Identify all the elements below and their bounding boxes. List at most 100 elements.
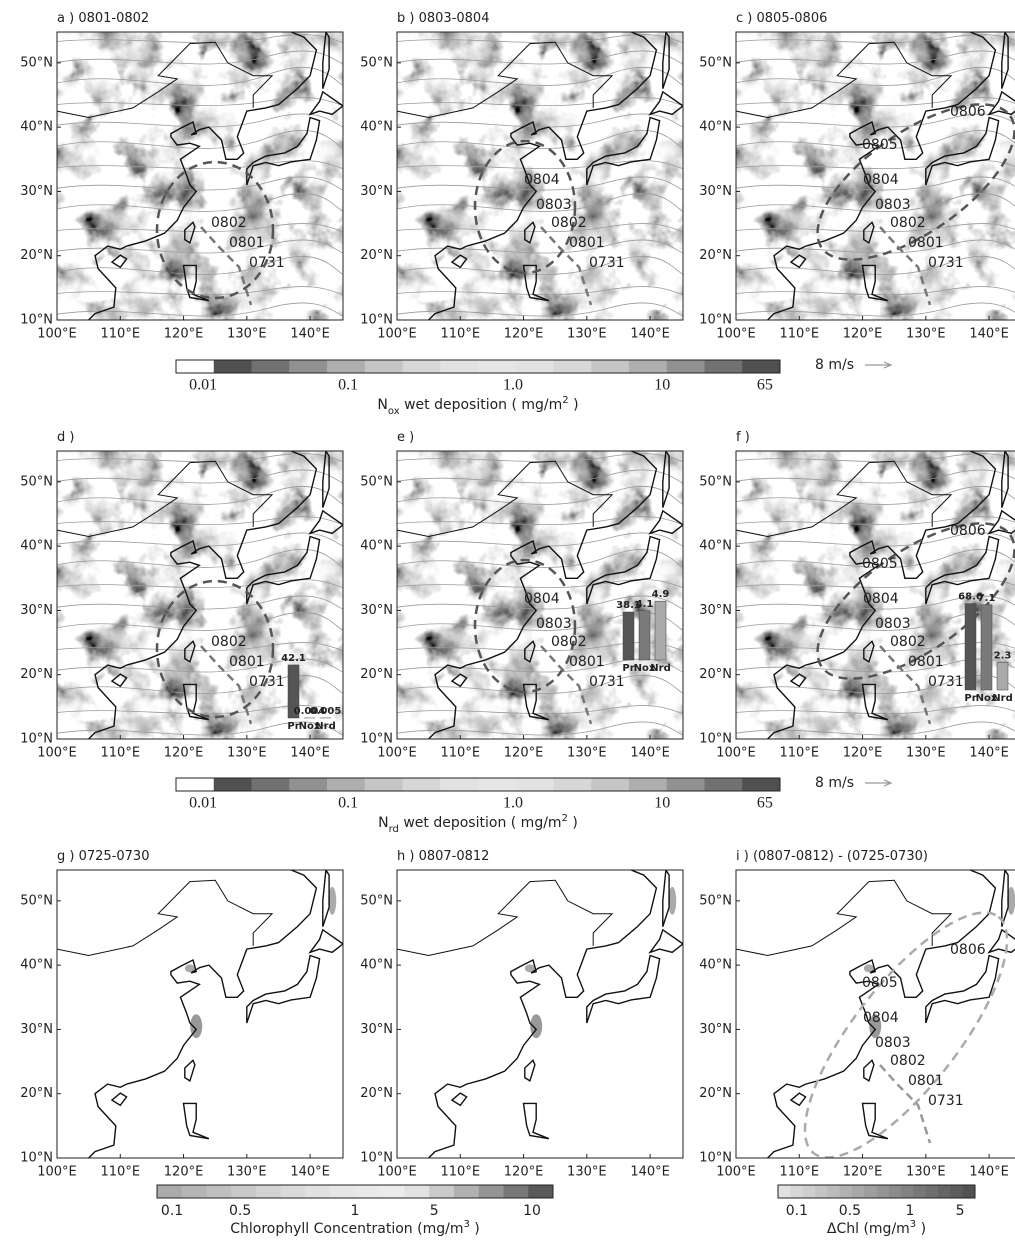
x-tick-label: 110°E (780, 327, 820, 342)
colorbar-step (364, 778, 403, 791)
panel-label: c ) (736, 11, 752, 26)
colorbar: 0.1 0.5 1 5 ΔChl (mg/m3 ) (777, 1184, 976, 1238)
x-tick-label: 100°E (377, 746, 417, 761)
colorbar-tick-label: 1 (906, 1203, 915, 1219)
impact-region (473, 139, 577, 275)
map-frame (56, 869, 344, 1159)
inset-category-label: Pr (287, 721, 299, 732)
panel-heading: c ) 0805-0806 (736, 11, 827, 26)
streamline (736, 642, 1015, 652)
track-date: 0802 (890, 634, 926, 650)
map-frame (56, 31, 344, 321)
y-tick-label: 10°N (699, 313, 732, 328)
x-tick-label: 110°E (780, 1165, 820, 1180)
map-body (57, 451, 343, 739)
colorbar-tick-label: 1 (351, 1203, 360, 1219)
streamline (397, 658, 683, 673)
x-tick-label: 130°E (227, 327, 267, 342)
coastline (767, 32, 1015, 320)
coastline (428, 870, 683, 1158)
y-tick-label: 30°N (699, 603, 732, 618)
colorbar-step (864, 1185, 877, 1198)
inset-bar (996, 662, 1009, 691)
streamline (397, 223, 683, 233)
map-frame (396, 31, 684, 321)
map-panel: 100°E 110°E 120°E 130°E 140°E 50°N 40°N 30°N 20°… (699, 849, 1015, 1180)
colorbar-step (478, 360, 517, 373)
border (397, 879, 614, 957)
wind-arrow-head (883, 779, 893, 787)
track-line (200, 645, 253, 725)
colorbar-tick-label: 65 (757, 795, 773, 812)
colorbar-step (289, 360, 328, 373)
colorbar: 0.01 0.1 1.0 10 65 Nrd wet deposition ( mg/m2… (175, 777, 781, 835)
x-tick-label: 100°E (37, 327, 77, 342)
y-tick-label: 50°N (360, 474, 393, 489)
colorbar-tick-label: 1.0 (503, 377, 523, 394)
colorbar-step (251, 778, 290, 791)
impact-region (155, 160, 275, 300)
x-tick-label: 140°E (969, 327, 1009, 342)
streamline (397, 255, 683, 275)
streamline (57, 485, 343, 505)
y-tick-label: 40°N (699, 120, 732, 135)
colorbar-title: ΔChl (mg/m3 ) (827, 1219, 926, 1238)
y-tick-label: 10°N (360, 313, 393, 328)
y-tick-label: 40°N (360, 539, 393, 554)
streamline (736, 548, 1015, 568)
colorbar-step (440, 360, 479, 373)
x-tick-label: 130°E (227, 1165, 267, 1180)
inset-category-label: Pr (622, 663, 634, 674)
wind-reference: 8 m/s (815, 775, 854, 791)
colorbar-step (440, 778, 479, 791)
y-tick-label: 50°N (699, 893, 732, 908)
y-tick-label: 40°N (699, 539, 732, 554)
y-tick-label: 30°N (360, 1022, 393, 1037)
streamline (57, 176, 343, 191)
colorbar-title-part: rd (389, 824, 399, 835)
border (736, 460, 953, 538)
inset-category-label: Nox (299, 721, 321, 732)
colorbar-title: Nox wet deposition ( mg/m2 ) (377, 395, 578, 417)
y-tick-label: 20°N (699, 1086, 732, 1101)
streamline (736, 192, 1015, 212)
chl-patch (863, 964, 874, 973)
track-date: 0801 (569, 235, 605, 251)
panel-title: (0807-0812) - (0725-0730) (753, 849, 928, 864)
panel-label: g ) (57, 849, 74, 864)
colorbar-title-part: 3 (910, 1219, 916, 1230)
panel-label: b ) (397, 11, 414, 26)
x-tick-label: 100°E (37, 746, 77, 761)
x-tick-label: 110°E (441, 327, 481, 342)
inset-category-label: Nrd (650, 663, 670, 674)
streamline (57, 129, 343, 149)
x-tick-label: 130°E (567, 746, 607, 761)
track-date: 0803 (536, 197, 572, 213)
panel-title: 0807-0812 (419, 849, 490, 864)
colorbar-step (778, 1185, 791, 1198)
x-tick-label: 100°E (377, 327, 417, 342)
streamline (736, 239, 1015, 254)
colorbar-step (742, 778, 781, 791)
panel-label: d ) (57, 430, 74, 445)
track-date: 0802 (890, 1053, 926, 1069)
inset-value-label: 42.1 (281, 653, 306, 664)
colorbar-tick-label: 65 (757, 377, 773, 394)
map-body (736, 870, 1015, 1158)
colorbar-step (704, 360, 743, 373)
y-tick-label: 20°N (360, 1086, 393, 1101)
colorbar-step (704, 778, 743, 791)
colorbar-title-part: wet deposition ( mg/m (399, 815, 562, 831)
x-tick-label: 120°E (504, 327, 544, 342)
y-tick-label: 40°N (20, 958, 53, 973)
panel-title: 0725-0730 (79, 849, 150, 864)
streamline (736, 113, 1015, 128)
track-date: 0804 (863, 591, 899, 607)
streamline (397, 611, 683, 631)
y-tick-label: 20°N (699, 667, 732, 682)
y-tick-label: 10°N (20, 732, 53, 747)
colorbar-tick-label: 10 (654, 795, 670, 812)
map-frame (396, 869, 684, 1159)
colorbar-step (429, 1185, 455, 1198)
x-tick-label: 120°E (504, 1165, 544, 1180)
